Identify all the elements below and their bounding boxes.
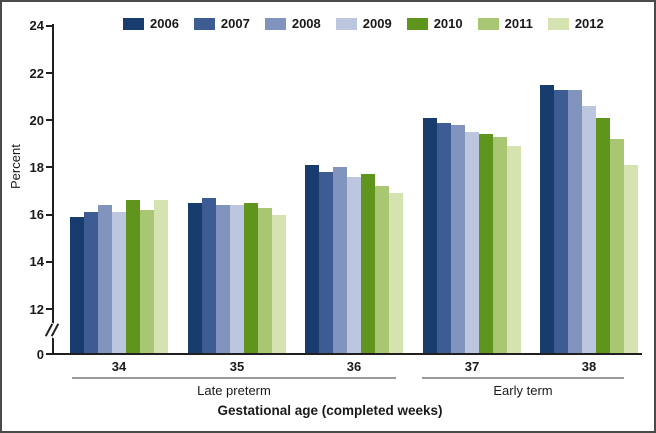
legend-label: 2006 — [150, 16, 179, 31]
y-tick-label: 16 — [29, 207, 44, 223]
legend-item-2011: 2011 — [477, 16, 533, 31]
bar-2011-week-35 — [258, 207, 272, 354]
legend-item-2007: 2007 — [193, 16, 250, 31]
x-tick-label-35: 35 — [229, 359, 245, 374]
y-tick — [46, 119, 53, 122]
bar-2006-week-35 — [188, 202, 202, 354]
bar-2007-week-35 — [202, 198, 216, 354]
bar-2006-week-36 — [305, 165, 319, 354]
bar-2006-week-34 — [70, 216, 84, 354]
y-tick — [46, 213, 53, 216]
legend-label: 2010 — [433, 16, 463, 31]
y-axis-break-icon — [44, 322, 62, 340]
x-tick-label-34: 34 — [111, 359, 127, 374]
legend-swatch-icon — [335, 17, 357, 30]
legend-label: 2012 — [574, 16, 604, 31]
y-tick — [46, 308, 53, 310]
late-preterm-bracket-line — [72, 377, 396, 379]
y-tick-label: 20 — [29, 112, 44, 128]
x-tick-label-38: 38 — [581, 359, 597, 374]
bar-group-week-36 — [305, 24, 403, 354]
legend-label: 2007 — [220, 16, 250, 31]
chart-legend: 2006 2007 2008 2009 2010 2011 2012 — [123, 16, 604, 31]
legend-item-2012: 2012 — [547, 16, 604, 31]
legend-swatch-icon — [264, 17, 286, 30]
y-axis-line — [52, 24, 54, 354]
early-term-label: Early term — [493, 383, 553, 398]
legend-item-2010: 2010 — [406, 16, 463, 31]
legend-label: 2011 — [504, 16, 533, 31]
legend-item-2009: 2009 — [335, 16, 392, 31]
bar-2009-week-34 — [112, 212, 126, 354]
legend-item-2006: 2006 — [123, 16, 179, 31]
bar-2012-week-36 — [389, 193, 403, 354]
y-tick-label: 12 — [29, 301, 44, 317]
bar-2008-week-37 — [451, 124, 465, 354]
y-tick-label: 24 — [29, 18, 44, 34]
late-preterm-label: Late preterm — [197, 383, 271, 398]
bar-2012-week-34 — [154, 200, 168, 354]
bar-2007-week-38 — [554, 89, 568, 354]
bar-2006-week-38 — [540, 84, 554, 354]
legend-label: 2009 — [362, 16, 392, 31]
bar-2007-week-36 — [319, 172, 333, 354]
y-tick-label: 22 — [29, 65, 44, 81]
y-tick — [46, 24, 53, 27]
x-axis-title: Gestational age (completed weeks) — [217, 403, 443, 418]
bar-group-week-37 — [423, 24, 521, 354]
legend-swatch-icon — [193, 17, 215, 30]
early-term-bracket-line — [422, 377, 624, 379]
bar-2008-week-36 — [333, 167, 347, 354]
bar-2009-week-36 — [347, 176, 361, 354]
y-tick — [46, 353, 53, 355]
bar-2011-week-34 — [140, 209, 154, 354]
bar-group-week-38 — [540, 24, 638, 354]
bar-group-week-34 — [70, 24, 168, 354]
y-tick — [46, 260, 53, 263]
bar-2008-week-34 — [98, 205, 112, 354]
x-tick-label-37: 37 — [464, 359, 480, 374]
y-tick — [46, 166, 53, 169]
bar-2009-week-38 — [582, 106, 596, 354]
bar-2012-week-35 — [272, 214, 286, 354]
bar-2011-week-36 — [375, 186, 389, 354]
y-tick — [46, 72, 53, 74]
bar-2010-week-37 — [479, 134, 493, 354]
bar-2008-week-35 — [216, 205, 230, 354]
x-tick-label-36: 36 — [346, 359, 362, 374]
y-tick-label: 18 — [29, 159, 44, 175]
bar-2009-week-35 — [230, 205, 244, 354]
bar-2011-week-38 — [610, 139, 624, 354]
bar-2012-week-38 — [624, 165, 638, 354]
legend-label: 2008 — [291, 16, 321, 31]
legend-swatch-icon — [477, 17, 499, 30]
bar-2011-week-37 — [493, 136, 507, 354]
bar-2010-week-38 — [596, 117, 610, 354]
bar-2010-week-35 — [244, 202, 258, 354]
bar-2012-week-37 — [507, 146, 521, 354]
bar-2006-week-37 — [423, 117, 437, 354]
bar-2010-week-36 — [361, 174, 375, 354]
legend-item-2008: 2008 — [264, 16, 321, 31]
y-tick-label: 0 — [36, 346, 44, 362]
bar-2007-week-37 — [437, 122, 451, 354]
bar-2007-week-34 — [84, 212, 98, 354]
bar-2010-week-34 — [126, 200, 140, 354]
bar-2008-week-38 — [568, 89, 582, 354]
legend-swatch-icon — [123, 17, 144, 30]
y-tick-label: 14 — [29, 254, 44, 270]
x-axis-line — [52, 353, 642, 355]
bar-2009-week-37 — [465, 132, 479, 354]
bar-group-week-35 — [188, 24, 286, 354]
legend-swatch-icon — [406, 17, 428, 30]
legend-swatch-icon — [547, 17, 569, 30]
